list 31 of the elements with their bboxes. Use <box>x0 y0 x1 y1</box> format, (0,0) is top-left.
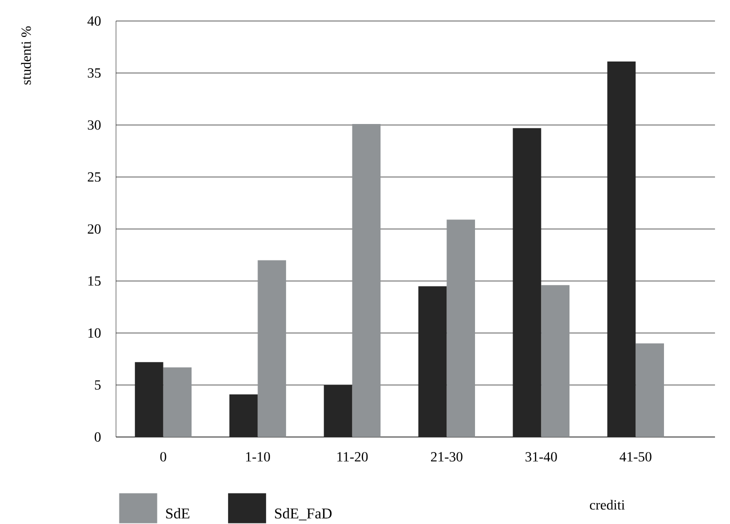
bar <box>258 260 286 437</box>
x-tick-label: 0 <box>160 452 166 462</box>
x-axis-title: crediti <box>590 500 625 510</box>
x-tick-label: 1-10 <box>246 452 270 462</box>
bar <box>636 343 664 437</box>
bar <box>446 220 476 437</box>
x-tick-label: 11-20 <box>337 452 368 462</box>
bar <box>512 128 542 437</box>
y-tick-label: 20 <box>88 224 101 234</box>
x-tick-label: 31-40 <box>526 452 557 462</box>
bar <box>229 394 258 437</box>
bar <box>418 286 447 437</box>
y-tick-label: 25 <box>88 172 101 182</box>
bar <box>163 367 192 437</box>
y-tick-label: 5 <box>94 380 101 390</box>
legend-label: SdE <box>166 508 190 519</box>
bar <box>541 285 570 437</box>
bar <box>324 385 352 437</box>
x-tick-label: 41-50 <box>620 452 652 462</box>
y-axis-title: studenti % <box>21 26 31 85</box>
bar <box>352 124 381 437</box>
bar <box>134 362 164 437</box>
y-tick-label: 35 <box>88 68 101 78</box>
y-tick-label: 15 <box>88 276 101 286</box>
bar <box>607 62 636 437</box>
y-tick-label: 30 <box>88 120 101 130</box>
legend-label: SdE_FaD <box>275 508 332 520</box>
x-tick-label: 21-30 <box>431 452 462 462</box>
y-tick-label: 40 <box>87 16 101 26</box>
y-tick-label: 10 <box>88 328 101 338</box>
y-tick-label: 0 <box>94 432 101 442</box>
